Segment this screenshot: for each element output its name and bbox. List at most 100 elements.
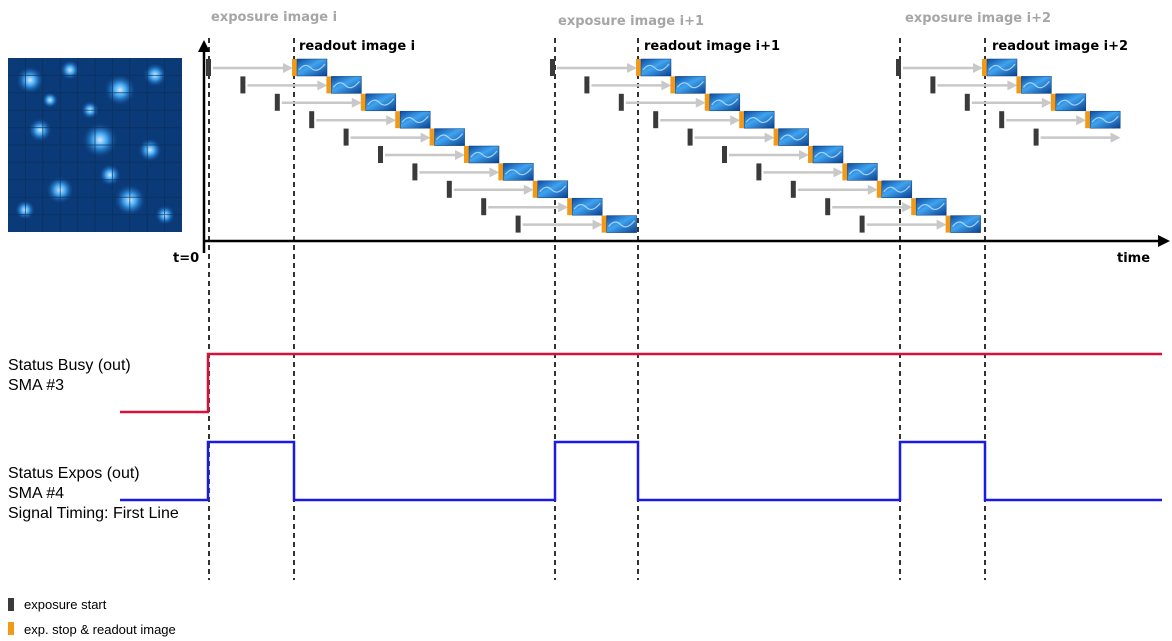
readout-marker [670, 76, 676, 94]
image-tile [503, 163, 534, 181]
image-tile-streak [573, 202, 601, 211]
readout-marker [1085, 111, 1091, 129]
readout-label-i1: readout image i+1 [644, 39, 780, 54]
image-tile [1089, 110, 1121, 129]
arrow-head-icon [420, 132, 431, 143]
image-tile [296, 58, 328, 77]
exposure-start-marker [756, 163, 762, 181]
image-tile-streak [298, 63, 326, 71]
sensor-line-rows [206, 58, 1121, 233]
image-tile [812, 145, 844, 164]
image-tile [1021, 76, 1052, 94]
readout-marker [601, 215, 607, 233]
arrow-head-icon [902, 202, 913, 213]
image-tile-streak [988, 63, 1016, 71]
arrow-head-icon [973, 63, 983, 73]
exposure-start-marker [515, 215, 521, 233]
image-tile-streak [917, 202, 945, 211]
busy-sma-label: SMA #3 [8, 377, 64, 394]
image-tile [743, 110, 775, 129]
time-axis [198, 40, 1170, 253]
arrow-head-icon [1041, 97, 1052, 108]
exposure-start-marker [240, 76, 246, 94]
image-tile-streak [780, 133, 808, 141]
image-tile-streak [952, 220, 980, 228]
exposure-start-marker [412, 163, 418, 181]
image-tile [434, 128, 465, 146]
arrow-head-icon [833, 167, 844, 178]
readout-marker [498, 163, 504, 181]
exposure-start-marker [584, 76, 590, 94]
image-tile-streak [401, 115, 429, 124]
readout-marker [464, 146, 469, 163]
image-tile-streak [848, 168, 876, 176]
exposure-start-marker [790, 180, 796, 198]
image-tile [537, 180, 569, 199]
image-tile-streak [1057, 98, 1085, 106]
readout-marker [292, 59, 297, 76]
readout-legend-icon [8, 622, 14, 635]
arrow-head-icon [386, 115, 397, 126]
image-tile [365, 93, 397, 112]
expos-sma-label: SMA #4 [8, 485, 64, 502]
legend-readout: exp. stop & readout image [24, 622, 176, 637]
readout-label-i: readout image i [299, 39, 415, 54]
exposure-start-marker [964, 93, 970, 111]
readout-marker [1050, 93, 1056, 111]
readout-marker [945, 215, 951, 233]
exposure-start-marker [999, 111, 1005, 129]
exposure-start-marker [930, 76, 936, 94]
image-tile-streak [332, 81, 360, 89]
exposure-start-legend-icon [8, 598, 14, 611]
image-tile-streak [367, 98, 395, 106]
exposure-start-marker [859, 215, 865, 233]
arrow-head-icon [867, 184, 878, 195]
image-tile [778, 128, 809, 146]
exposure-start-marker [343, 128, 349, 146]
readout-marker [982, 59, 987, 76]
readout-marker [842, 163, 848, 181]
arrow-head-icon [661, 80, 672, 91]
exposure-start-marker [274, 93, 280, 111]
arrow-head-icon [455, 150, 465, 160]
image-tile [399, 110, 431, 129]
exposure-start-marker [896, 59, 901, 76]
image-tile-streak [711, 98, 739, 106]
arrow-head-icon [1110, 132, 1121, 143]
image-tile-streak [504, 168, 532, 176]
origin-label: t=0 [173, 251, 199, 266]
image-tile [571, 197, 603, 216]
image-tile-streak [676, 81, 704, 89]
busy-signal-label: Status Busy (out) [8, 357, 131, 374]
image-tile [709, 93, 741, 112]
readout-marker [739, 111, 745, 129]
image-tile-streak [470, 150, 498, 158]
readout-marker [773, 128, 779, 146]
readout-marker [429, 128, 435, 146]
readout-label-i2: readout image i+2 [992, 39, 1128, 54]
readout-marker [1016, 76, 1022, 94]
exposure-start-marker [481, 198, 487, 216]
image-tile [915, 197, 947, 216]
exposure-start-marker [309, 111, 315, 129]
exposure-start-marker [550, 59, 555, 76]
busy-waveform [120, 352, 1162, 414]
legend: exposure start exp. stop & readout image [8, 597, 176, 637]
image-tile [640, 58, 672, 77]
image-tile-streak [436, 133, 464, 141]
image-tile-streak [539, 185, 567, 193]
expos-signal-label: Status Expos (out) [8, 465, 140, 482]
arrow-head-icon [351, 97, 362, 108]
exposure-start-marker [687, 128, 693, 146]
exposure-start-marker [378, 146, 383, 163]
image-tile [950, 215, 981, 233]
exposure-start-marker [722, 146, 727, 163]
readout-marker [360, 93, 366, 111]
readout-marker [567, 198, 573, 216]
readout-marker [395, 111, 401, 129]
exposure-start-marker [825, 198, 831, 216]
image-tile-streak [745, 115, 773, 124]
arrow-head-icon [489, 167, 500, 178]
exposure-start-marker [653, 111, 659, 129]
